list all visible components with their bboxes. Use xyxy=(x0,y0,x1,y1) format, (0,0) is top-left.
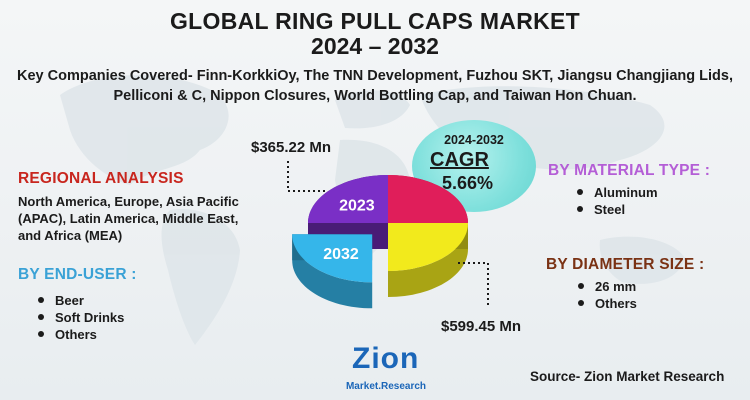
end-user-heading: BY END-USER : xyxy=(18,266,137,283)
value-2032-label: $599.45 Mn xyxy=(441,318,522,335)
cagr-period: 2024-2032 xyxy=(444,133,504,147)
list-item-label: 26 mm xyxy=(595,279,637,294)
list-item-label: Soft Drinks xyxy=(55,310,125,325)
diameter-size-heading: BY DIAMETER SIZE : xyxy=(546,256,705,273)
leader-line-2032 xyxy=(458,262,489,305)
pie-slice-2032 xyxy=(292,234,373,283)
regional-analysis-heading: REGIONAL ANALYSIS xyxy=(18,170,184,187)
source-text: Source- Zion Market Research xyxy=(530,369,725,384)
list-item: Beer xyxy=(37,292,124,309)
title-line-2: 2024 – 2032 xyxy=(311,33,439,59)
title-line-1: GLOBAL RING PULL CAPS MARKET xyxy=(169,8,581,34)
list-item-label: Beer xyxy=(55,293,84,308)
list-item: Steel xyxy=(576,201,658,218)
leader-line-2023 xyxy=(287,161,325,192)
material-type-list: Aluminum Steel xyxy=(576,184,658,218)
bullet-icon xyxy=(577,189,583,195)
key-companies-text: Key Companies Covered- Finn-KorkkiOy, Th… xyxy=(17,68,733,104)
logo-subtext: Market.Research xyxy=(345,381,427,392)
bullet-icon xyxy=(578,283,584,289)
list-item: Soft Drinks xyxy=(37,309,124,326)
cagr-label: CAGR xyxy=(430,149,489,171)
pie-slice-side xyxy=(388,223,468,297)
cagr-value: 5.66% xyxy=(442,173,494,193)
regional-analysis-body: North America, Europe, Asia Pacific (APA… xyxy=(18,194,239,243)
list-item-label: Others xyxy=(595,296,637,311)
pie-slice-side xyxy=(292,234,373,309)
pie-slice-2023 xyxy=(308,175,388,223)
material-type-heading: BY MATERIAL TYPE : xyxy=(548,162,711,179)
list-item: Others xyxy=(577,295,637,312)
logo-wordmark: Zion xyxy=(352,342,420,375)
list-item: Aluminum xyxy=(576,184,658,201)
bullet-icon xyxy=(577,206,583,212)
pie-slice xyxy=(388,175,468,223)
end-user-list: Beer Soft Drinks Others xyxy=(37,292,124,343)
bullet-icon xyxy=(38,314,44,320)
bullet-icon xyxy=(578,300,584,306)
pie-slice xyxy=(388,223,468,271)
list-item-label: Steel xyxy=(594,202,626,217)
list-item: 26 mm xyxy=(577,278,637,295)
zion-logo: Zion Market.Research xyxy=(340,342,430,398)
list-item: Others xyxy=(37,326,124,343)
pie-slice-label: 2032 xyxy=(323,246,359,263)
list-item-label: Aluminum xyxy=(594,185,658,200)
diameter-size-list: 26 mm Others xyxy=(577,278,637,312)
pie-slice-label: 2023 xyxy=(339,197,375,214)
bullet-icon xyxy=(38,331,44,337)
value-2023-label: $365.22 Mn xyxy=(251,139,332,156)
bullet-icon xyxy=(38,297,44,303)
market-pie-chart: 2023 2032 xyxy=(287,161,489,309)
cagr-bubble: 2024-2032 CAGR 5.66% xyxy=(412,120,536,212)
list-item-label: Others xyxy=(55,327,97,342)
